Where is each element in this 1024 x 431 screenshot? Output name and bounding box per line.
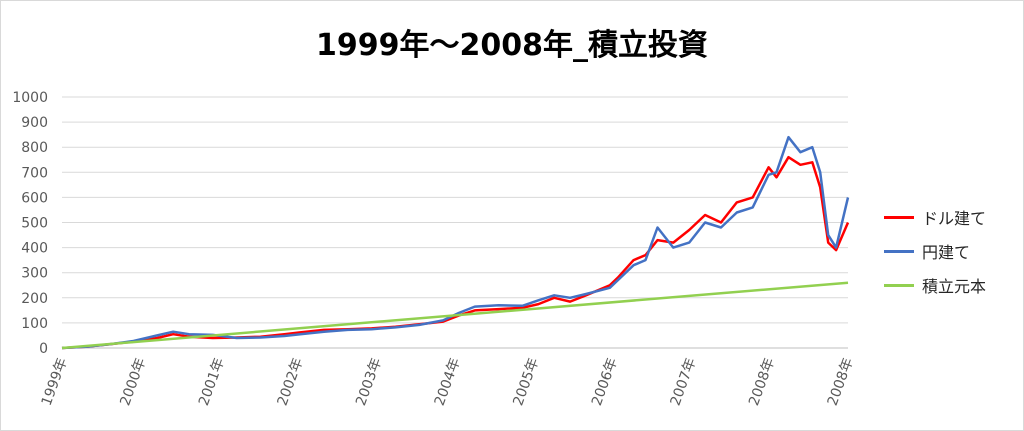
- y-tick-label: 700: [21, 165, 48, 181]
- chart-title: 1999年～2008年_積立投資: [316, 28, 708, 63]
- y-tick-label: 100: [21, 316, 48, 332]
- x-tick-label: 2000年: [117, 356, 149, 408]
- legend-swatch-principal: [884, 283, 914, 287]
- y-tick-label: 200: [21, 291, 48, 307]
- y-tick-label: 400: [21, 241, 48, 257]
- series-principal-line: [61, 281, 849, 350]
- x-tick-label: 2002年: [275, 356, 307, 408]
- x-tick-label: 1999年: [39, 356, 71, 408]
- x-tick-label: 2007年: [668, 356, 700, 408]
- y-tick-label: 0: [39, 341, 48, 357]
- y-tick-label: 600: [21, 190, 48, 206]
- series-dollar-line: [61, 155, 850, 350]
- legend-swatch-dollar: [884, 215, 914, 219]
- series-lines: [61, 135, 850, 350]
- x-tick-label: 2004年: [432, 356, 464, 408]
- x-tick-label: 2008年: [746, 356, 778, 408]
- x-tick-label: 2001年: [196, 356, 228, 408]
- y-tick-label: 900: [21, 115, 48, 131]
- y-tick-label: 800: [21, 140, 48, 156]
- gridlines: [62, 96, 848, 324]
- legend-label-yen: 円建て: [922, 243, 971, 262]
- y-tick-label: 300: [21, 266, 48, 282]
- legend-swatch-yen: [884, 249, 914, 253]
- y-tick-label: 500: [21, 216, 48, 232]
- series-yen-line: [61, 135, 850, 350]
- legend-item-dollar: ドル建て: [884, 200, 1019, 234]
- legend: ドル建て 円建て 積立元本: [884, 200, 1019, 302]
- x-tick-label: 2003年: [353, 356, 385, 408]
- x-axis-ticks: 1999年 2000年 2001年 2002年 2003年 2004年 2005年 2006年…: [39, 356, 857, 408]
- x-tick-label: 2008年: [825, 356, 857, 408]
- x-tick-label: 2005年: [510, 356, 542, 408]
- x-tick-label: 2006年: [589, 356, 621, 408]
- legend-item-yen: 円建て: [884, 234, 1019, 268]
- legend-item-principal: 積立元本: [884, 268, 1019, 302]
- y-axis-ticks: 0 100 200 300 400 500 600 700 800 900 1000: [12, 90, 48, 357]
- legend-label-principal: 積立元本: [922, 277, 987, 296]
- y-tick-label: 1000: [12, 90, 48, 106]
- legend-label-dollar: ドル建て: [922, 209, 987, 228]
